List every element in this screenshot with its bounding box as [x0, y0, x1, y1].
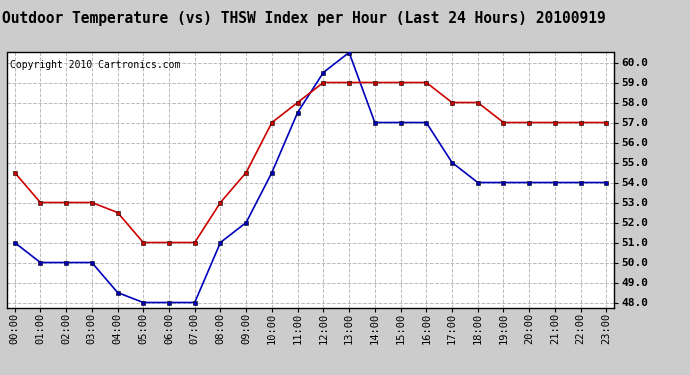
Text: Outdoor Temperature (vs) THSW Index per Hour (Last 24 Hours) 20100919: Outdoor Temperature (vs) THSW Index per …	[2, 11, 606, 26]
Text: Copyright 2010 Cartronics.com: Copyright 2010 Cartronics.com	[10, 60, 180, 70]
